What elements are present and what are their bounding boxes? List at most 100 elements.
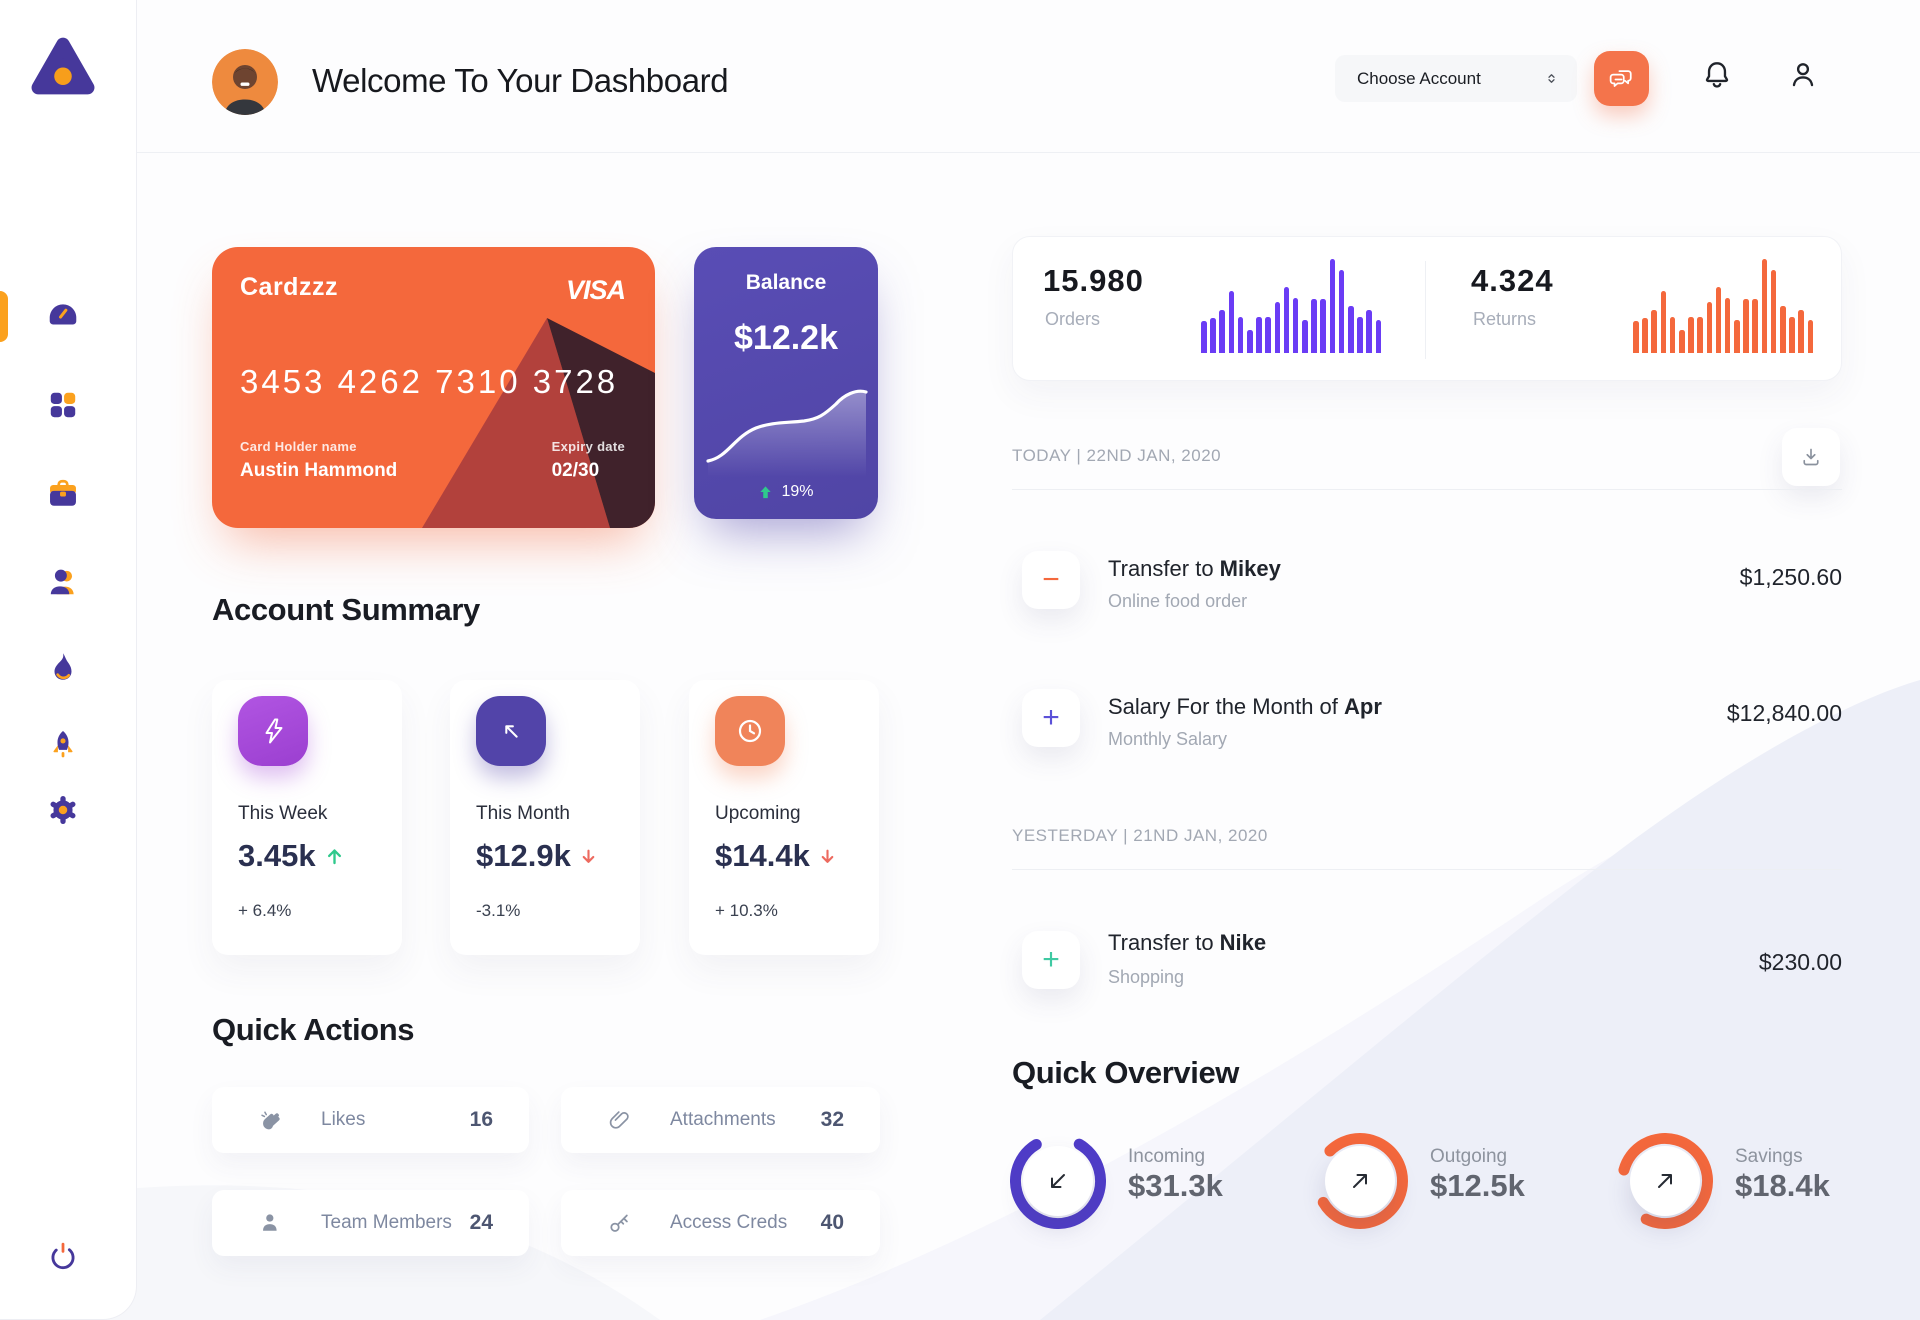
profile-icon [1792, 63, 1814, 87]
summary-card-this-week: This Week 3.45k + 6.4% [212, 680, 402, 955]
orders-value: 15.980 [1043, 263, 1144, 298]
savings-value: $18.4k [1735, 1168, 1830, 1203]
quick-action-count: 24 [469, 1211, 493, 1234]
arrow-down-left-icon [1051, 1174, 1065, 1188]
profile-button[interactable] [1786, 58, 1820, 92]
sidebar-item-apps[interactable] [46, 388, 80, 422]
arrow-up-right-icon [1353, 1174, 1367, 1188]
transaction-sign-plus: + [1022, 689, 1080, 747]
messages-button[interactable] [1594, 51, 1649, 106]
sidebar-item-trending[interactable] [46, 650, 80, 684]
flame-icon [54, 653, 72, 680]
summary-value: $12.9k [476, 838, 571, 873]
active-nav-indicator [0, 291, 8, 342]
transactions-date-today: TODAY | 22ND JAN, 2020 [1012, 446, 1222, 465]
transaction-amount: $12,840.00 [1726, 700, 1842, 726]
summary-label: Upcoming [715, 803, 801, 824]
transaction-subtitle: Shopping [1108, 967, 1185, 987]
quick-action-label: Team Members [321, 1212, 452, 1233]
sidebar-item-settings[interactable] [46, 793, 80, 827]
transaction-title-bold: Mikey [1219, 556, 1281, 581]
paperclip-icon [609, 1110, 629, 1129]
sidebar-item-users[interactable] [46, 565, 80, 599]
trend-up-icon [327, 848, 341, 864]
download-button[interactable] [1782, 428, 1840, 486]
returns-bar-chart [1633, 259, 1819, 353]
clock-icon [715, 696, 785, 766]
rocket-icon [53, 730, 73, 758]
bell-icon [1705, 62, 1729, 88]
gear-icon [50, 795, 76, 825]
apps-grid-icon [50, 392, 76, 418]
summary-change: -3.1% [476, 901, 521, 920]
arrow-up-right-icon [1658, 1174, 1672, 1188]
transaction-title: Transfer to [1108, 930, 1220, 955]
chevron-up-down-icon [1548, 74, 1555, 83]
summary-card-this-month: This Month $12.9k -3.1% [450, 680, 640, 955]
sidebar-item-dashboard[interactable] [46, 299, 80, 333]
sidebar-item-rocket[interactable] [46, 728, 80, 762]
card-holder-label: Card Holder name [240, 439, 357, 454]
quick-overview-heading: Quick Overview [1012, 1055, 1240, 1090]
clap-icon [261, 1110, 280, 1129]
transaction-amount: $1,250.60 [1739, 564, 1842, 590]
quick-action-team-members[interactable]: Team Members 24 [212, 1190, 529, 1256]
outgoing-ring [1312, 1133, 1408, 1229]
summary-value: $14.4k [715, 838, 810, 873]
account-select-label: Choose Account [1357, 68, 1481, 88]
outgoing-label: Outgoing [1430, 1146, 1508, 1167]
trend-down-icon [582, 849, 595, 863]
quick-action-likes[interactable]: Likes 16 [212, 1087, 529, 1153]
transaction-sign-minus: − [1022, 551, 1080, 609]
savings-label: Savings [1735, 1146, 1803, 1167]
user-avatar[interactable] [212, 49, 278, 115]
quick-action-label: Access Creds [670, 1212, 788, 1233]
savings-ring [1617, 1133, 1713, 1229]
app-logo [30, 34, 96, 100]
card-number: 3453 4262 7310 3728 [240, 363, 619, 400]
header-divider [137, 152, 1920, 153]
arrow-up-left-icon [476, 696, 546, 766]
card-name: Cardzzz [240, 273, 338, 301]
page-title: Welcome To Your Dashboard [312, 62, 729, 99]
balance-amount: $12.2k [734, 319, 838, 357]
account-select[interactable]: Choose Account [1335, 55, 1577, 102]
quick-action-count: 32 [820, 1108, 844, 1131]
key-icon [610, 1214, 628, 1232]
summary-value: 3.45k [238, 838, 316, 873]
transaction-title-bold: Nike [1219, 930, 1267, 955]
quick-action-label: Likes [321, 1109, 366, 1130]
quick-action-attachments[interactable]: Attachments 32 [561, 1087, 880, 1153]
transactions-date-yesterday: YESTERDAY | 21ND JAN, 2020 [1012, 826, 1268, 845]
sidebar-item-briefcase[interactable] [46, 477, 80, 511]
summary-change: + 6.4% [238, 901, 292, 920]
summary-label: This Month [476, 803, 570, 824]
transaction-title: Transfer to [1108, 556, 1220, 581]
card-expiry-value: 02/30 [551, 460, 600, 481]
orders-returns-card: 15.980 Orders 4.324 Returns [1012, 236, 1842, 381]
member-icon [263, 1213, 277, 1231]
orders-bar-chart [1201, 259, 1387, 353]
dashboard-icon [49, 304, 77, 325]
orders-label: Orders [1045, 309, 1101, 329]
card-pyramid-graphic [422, 318, 655, 528]
transaction-title-bold: Apr [1344, 694, 1382, 719]
transaction-sign-plus: + [1022, 931, 1080, 989]
credit-card: Cardzzz VISA 3453 4262 7310 3728 Card Ho… [212, 247, 655, 528]
account-summary-heading: Account Summary [212, 592, 480, 627]
quick-action-count: 40 [820, 1211, 844, 1234]
sidebar [0, 0, 137, 1320]
lightning-icon [238, 696, 308, 766]
download-icon [1803, 448, 1819, 466]
transaction-subtitle: Monthly Salary [1108, 729, 1228, 749]
balance-trend: 19% [781, 483, 814, 500]
stats-divider [1425, 261, 1426, 359]
outgoing-value: $12.5k [1430, 1168, 1525, 1203]
logout-button[interactable] [46, 1239, 80, 1273]
notifications-button[interactable] [1700, 58, 1734, 92]
quick-action-access-creds[interactable]: Access Creds 40 [561, 1190, 880, 1256]
quick-action-count: 16 [469, 1108, 493, 1131]
transactions-divider [1012, 869, 1842, 870]
summary-label: This Week [238, 803, 328, 824]
